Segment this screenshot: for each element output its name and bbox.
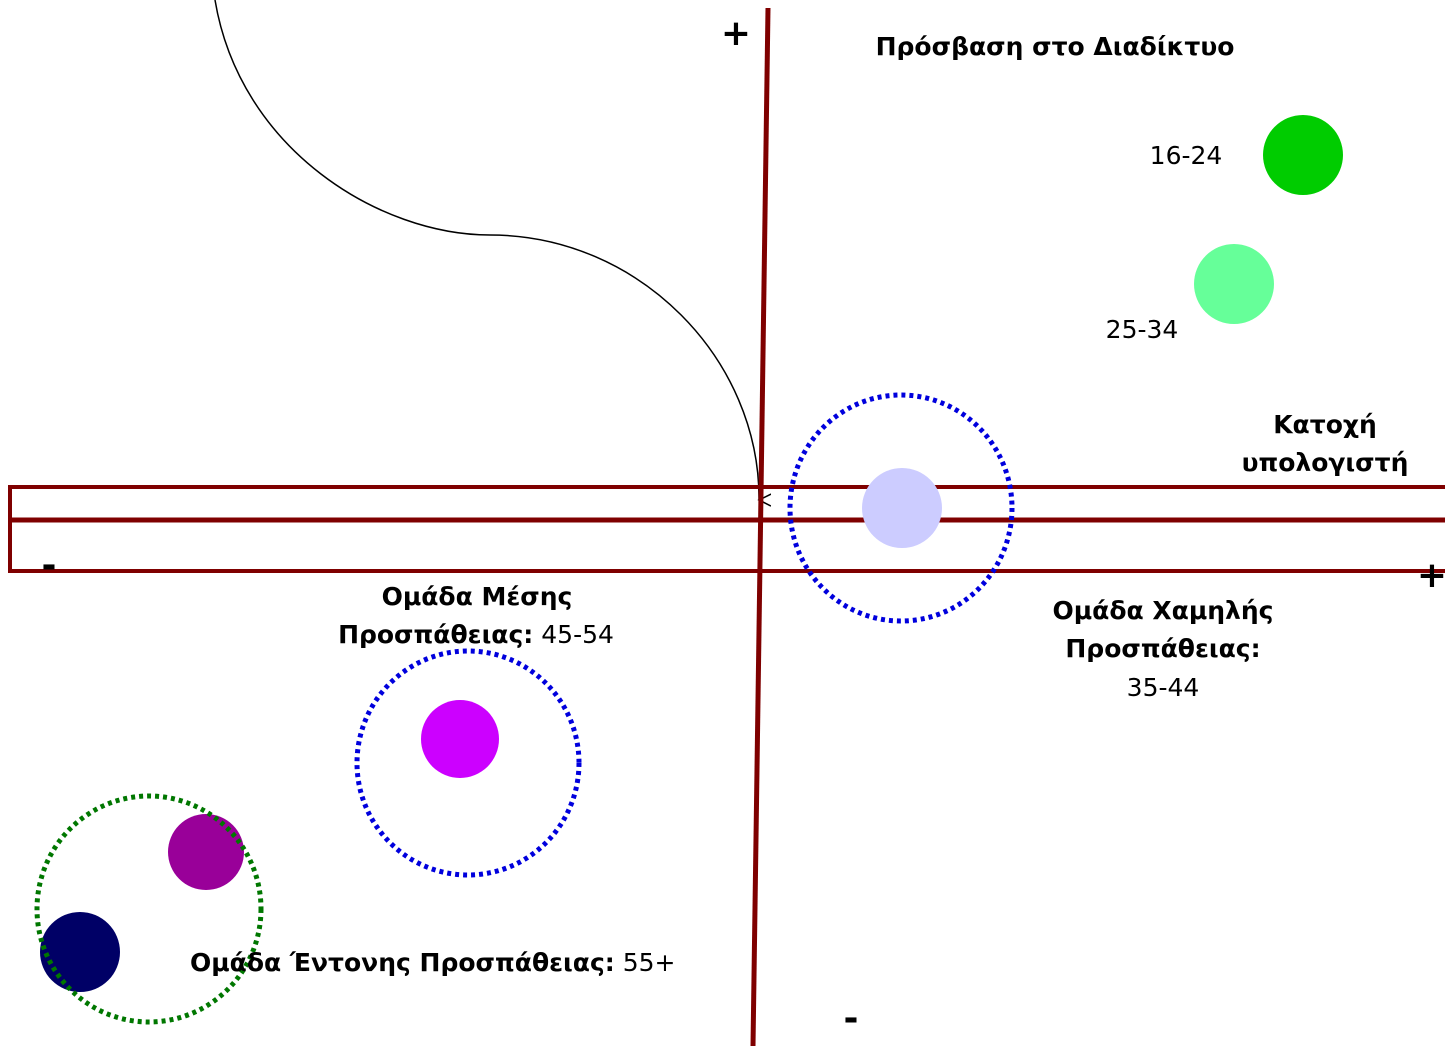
group-title: Προσπάθειας:: [338, 620, 533, 649]
point-label: 16-24: [1150, 141, 1223, 170]
axis-sign: -: [844, 998, 859, 1039]
group-ages: 35-44: [1127, 673, 1200, 702]
horizontal-band: [8, 485, 1445, 573]
axis-label: Κατοχή: [1273, 410, 1377, 439]
curve-arrow: [214, 0, 759, 500]
point-55-a: [168, 814, 244, 890]
group-ages: 55+: [623, 948, 676, 977]
group-ring: [354, 648, 582, 878]
axis-sign: +: [1417, 555, 1445, 596]
group-line: Προσπάθειας: 45-54: [338, 620, 614, 649]
point-55-b: [40, 912, 120, 992]
point-25-34: [1194, 244, 1274, 324]
group-title: Ομάδα Μέσης: [382, 582, 573, 611]
point-16-24: [1263, 115, 1343, 195]
axis-label: υπολογιστή: [1242, 448, 1409, 477]
group-ring: [34, 793, 264, 1025]
group-ages: 45-54: [541, 620, 614, 649]
point-45-54: [421, 700, 499, 778]
point-35-44: [862, 468, 942, 548]
axis-label: Πρόσβαση στο Διαδίκτυο: [876, 32, 1235, 61]
axis-sign: -: [42, 545, 57, 586]
vertical-axis: [750, 7, 771, 1046]
axis-sign: +: [721, 13, 751, 54]
group-title: Ομάδα Έντονης Προσπάθειας:: [190, 948, 615, 977]
group-ring: [787, 392, 1015, 624]
point-label: 25-34: [1106, 315, 1179, 344]
group-title: Προσπάθειας:: [1065, 634, 1260, 663]
group-title: Ομάδα Χαμηλής: [1053, 596, 1274, 625]
group-line: Ομάδα Έντονης Προσπάθειας: 55+: [190, 948, 676, 977]
